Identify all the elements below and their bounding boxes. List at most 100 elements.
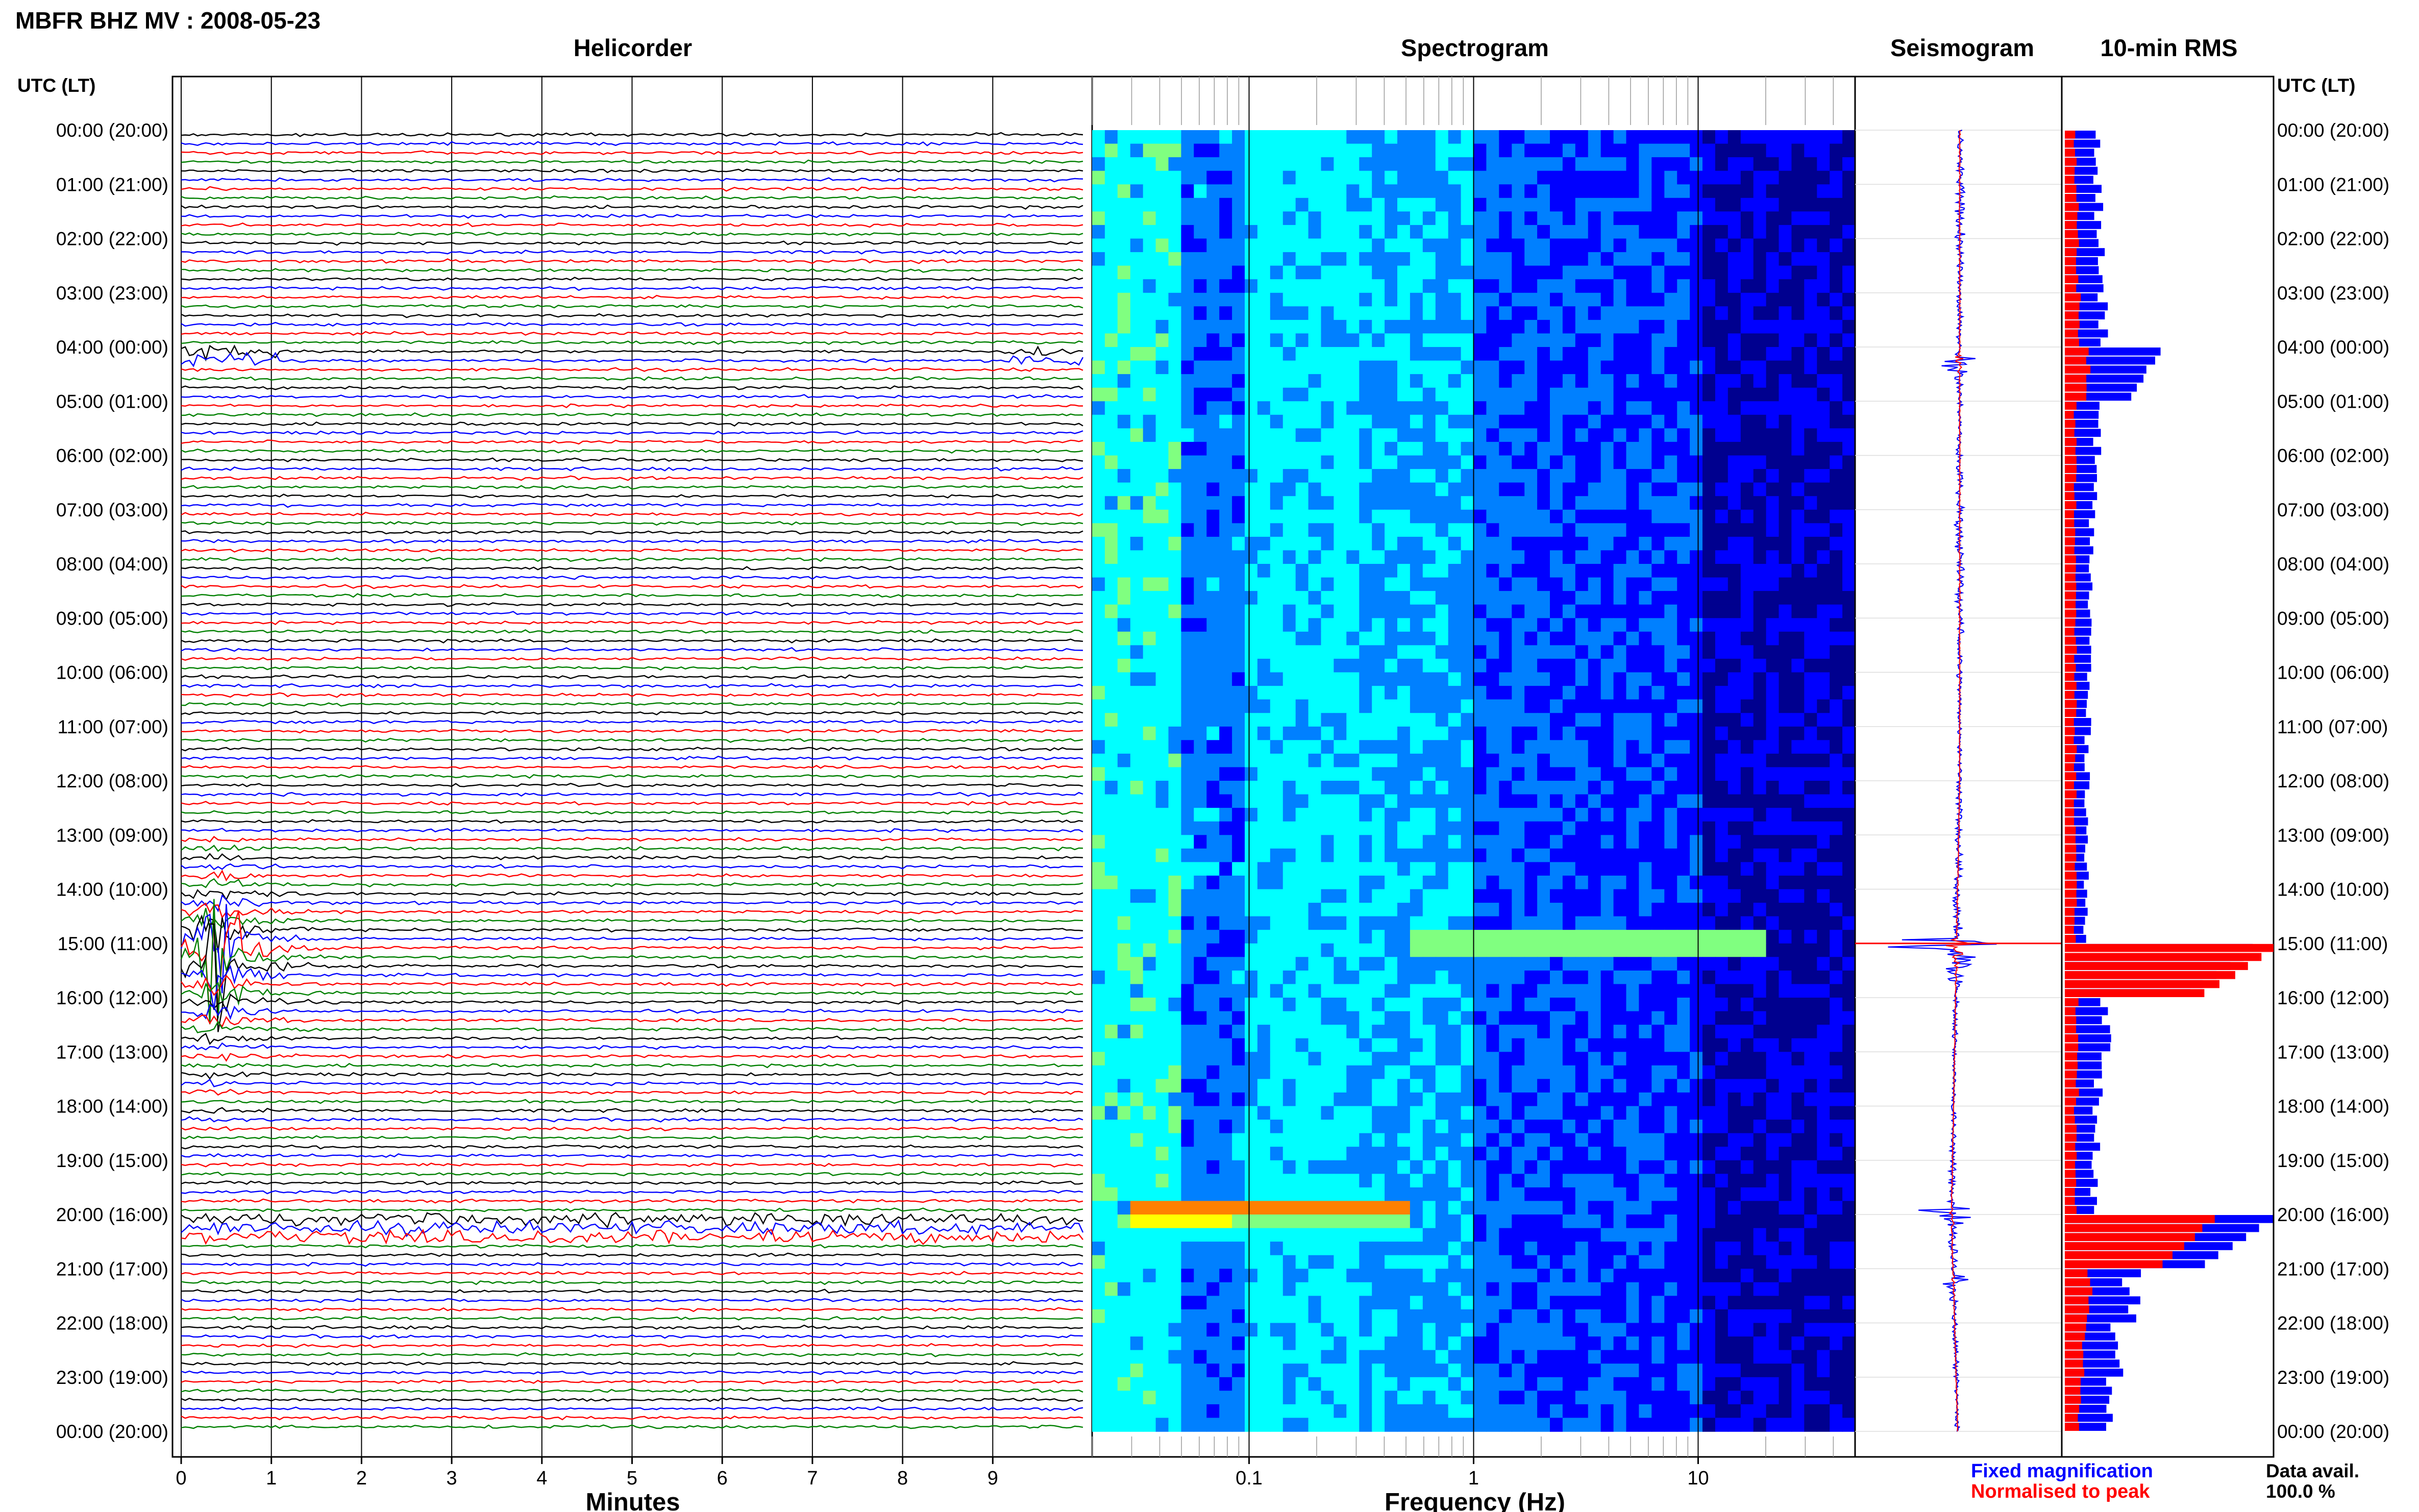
spectrogram-cell: [1448, 591, 1462, 605]
spectrogram-cell: [1117, 414, 1131, 429]
spectrogram-cell: [1334, 1147, 1347, 1161]
spectrogram-cell: [1270, 252, 1283, 266]
spectrogram-cell: [1257, 631, 1271, 646]
spectrogram-cell: [1117, 875, 1131, 890]
spectrogram-cell: [1651, 1092, 1665, 1107]
spectrogram-cell: [1512, 1120, 1525, 1134]
spectrogram-cell: [1588, 984, 1601, 998]
spectrogram-cell: [1486, 943, 1500, 958]
spectrogram-cell: [1842, 848, 1856, 863]
spectrogram-cell: [1295, 957, 1309, 971]
spectrogram-cell: [1385, 930, 1398, 944]
spectrogram-cell: [1435, 1079, 1449, 1093]
spectrogram-cell: [1181, 889, 1195, 903]
spectrogram-cell: [1804, 143, 1817, 158]
spectrogram-cell: [1282, 184, 1296, 199]
spectrogram-cell: [1727, 1011, 1741, 1025]
spectrogram-cell: [1206, 1174, 1220, 1188]
spectrogram-cell: [1334, 577, 1347, 591]
spectrogram-cell: [1461, 1011, 1474, 1025]
spectrogram-cell: [1282, 1133, 1296, 1147]
spectrogram-cell: [1194, 1174, 1207, 1188]
spectrogram-cell: [1473, 645, 1487, 659]
spectrogram-cell: [1473, 564, 1487, 578]
spectrogram-cell: [1550, 984, 1563, 998]
helicorder-trace: [181, 1107, 1083, 1114]
spectrogram-cell: [1817, 509, 1830, 524]
spectrogram-cell: [1295, 1174, 1309, 1188]
spectrogram-cell: [1245, 401, 1258, 415]
spectrogram-cell: [1690, 1092, 1703, 1107]
spectrogram-cell: [1168, 536, 1182, 551]
spectrogram-cell: [1499, 496, 1512, 510]
spectrogram-cell: [1295, 455, 1309, 469]
helicorder-trace: [181, 186, 1083, 192]
spectrogram-cell: [1499, 347, 1512, 361]
spectrogram-cell: [1791, 848, 1805, 863]
spectrogram-cell: [1626, 618, 1640, 632]
spectrogram-cell: [1143, 197, 1156, 212]
spectrogram-cell: [1766, 889, 1780, 903]
spectrogram-cell: [1702, 347, 1716, 361]
spectrogram-cell: [1842, 1079, 1856, 1093]
spectrogram-cell: [1143, 1079, 1156, 1093]
spectrogram-cell: [1690, 1160, 1703, 1175]
spectrogram-cell: [1397, 672, 1411, 686]
spectrogram-cell: [1804, 821, 1817, 836]
spectrogram-cell: [1232, 835, 1245, 849]
spectrogram-cell: [1181, 957, 1195, 971]
spectrogram-cell: [1168, 414, 1182, 429]
spectrogram-cell: [1537, 292, 1550, 307]
spectrogram-cell: [1715, 197, 1729, 212]
helicorder-trace: [181, 132, 1083, 137]
spectrogram-cell: [1575, 753, 1589, 768]
spectrogram-cell: [1766, 1160, 1780, 1175]
spectrogram-cell: [1282, 292, 1296, 307]
spectrogram-cell: [1727, 441, 1741, 456]
spectrogram-cell: [1155, 672, 1169, 686]
spectrogram-cell: [1766, 197, 1780, 212]
spectrogram-cell: [1830, 604, 1843, 619]
spectrogram-cell: [1245, 143, 1258, 158]
spectrogram-cell: [1830, 889, 1843, 903]
spectrogram-cell: [1359, 1174, 1372, 1188]
spectrogram-cell: [1524, 523, 1538, 537]
spectrogram-cell: [1422, 1174, 1436, 1188]
spectrogram-cell: [1334, 631, 1347, 646]
spectrogram-cell: [1651, 821, 1665, 836]
spectrogram-cell: [1512, 916, 1525, 930]
spectrogram-cell: [1194, 550, 1207, 564]
spectrogram-cell: [1715, 889, 1729, 903]
spectrogram-cell: [1232, 374, 1245, 388]
spectrogram-cell: [1740, 848, 1754, 863]
spectrogram-cell: [1651, 1187, 1665, 1202]
spectrogram-cell: [1308, 1011, 1322, 1025]
spectrogram-cell: [1346, 564, 1360, 578]
spectrogram-cell: [1740, 930, 1754, 944]
spectrogram-cell: [1282, 414, 1296, 429]
spectrogram-cell: [1092, 916, 1105, 930]
spectrogram-cell: [1613, 509, 1627, 524]
spectrogram-cell: [1562, 903, 1576, 917]
spectrogram-cell: [1779, 1147, 1792, 1161]
spectrogram-cell: [1715, 1065, 1729, 1080]
spectrogram-cell: [1766, 713, 1780, 727]
spectrogram-cell: [1588, 1174, 1601, 1188]
spectrogram-cell: [1232, 1147, 1245, 1161]
spectrogram-cell: [1422, 428, 1436, 442]
spectrogram-cell: [1257, 360, 1271, 375]
spectrogram-cell: [1219, 265, 1232, 280]
spectrogram-cell: [1702, 1147, 1716, 1161]
spectrogram-cell: [1550, 333, 1563, 348]
spectrogram-cell: [1232, 1160, 1245, 1175]
spectrogram-cell: [1397, 469, 1411, 483]
spectrogram-cell: [1130, 916, 1144, 930]
spectrogram-cell: [1117, 781, 1131, 795]
spectrogram-cell: [1219, 401, 1232, 415]
spectrogram-cell: [1435, 387, 1449, 402]
spectrogram-cell: [1600, 265, 1614, 280]
spectrogram-cell: [1600, 319, 1614, 334]
spectrogram-cell: [1562, 333, 1576, 348]
spectrogram-cell: [1575, 265, 1589, 280]
spectrogram-cell: [1181, 184, 1195, 199]
